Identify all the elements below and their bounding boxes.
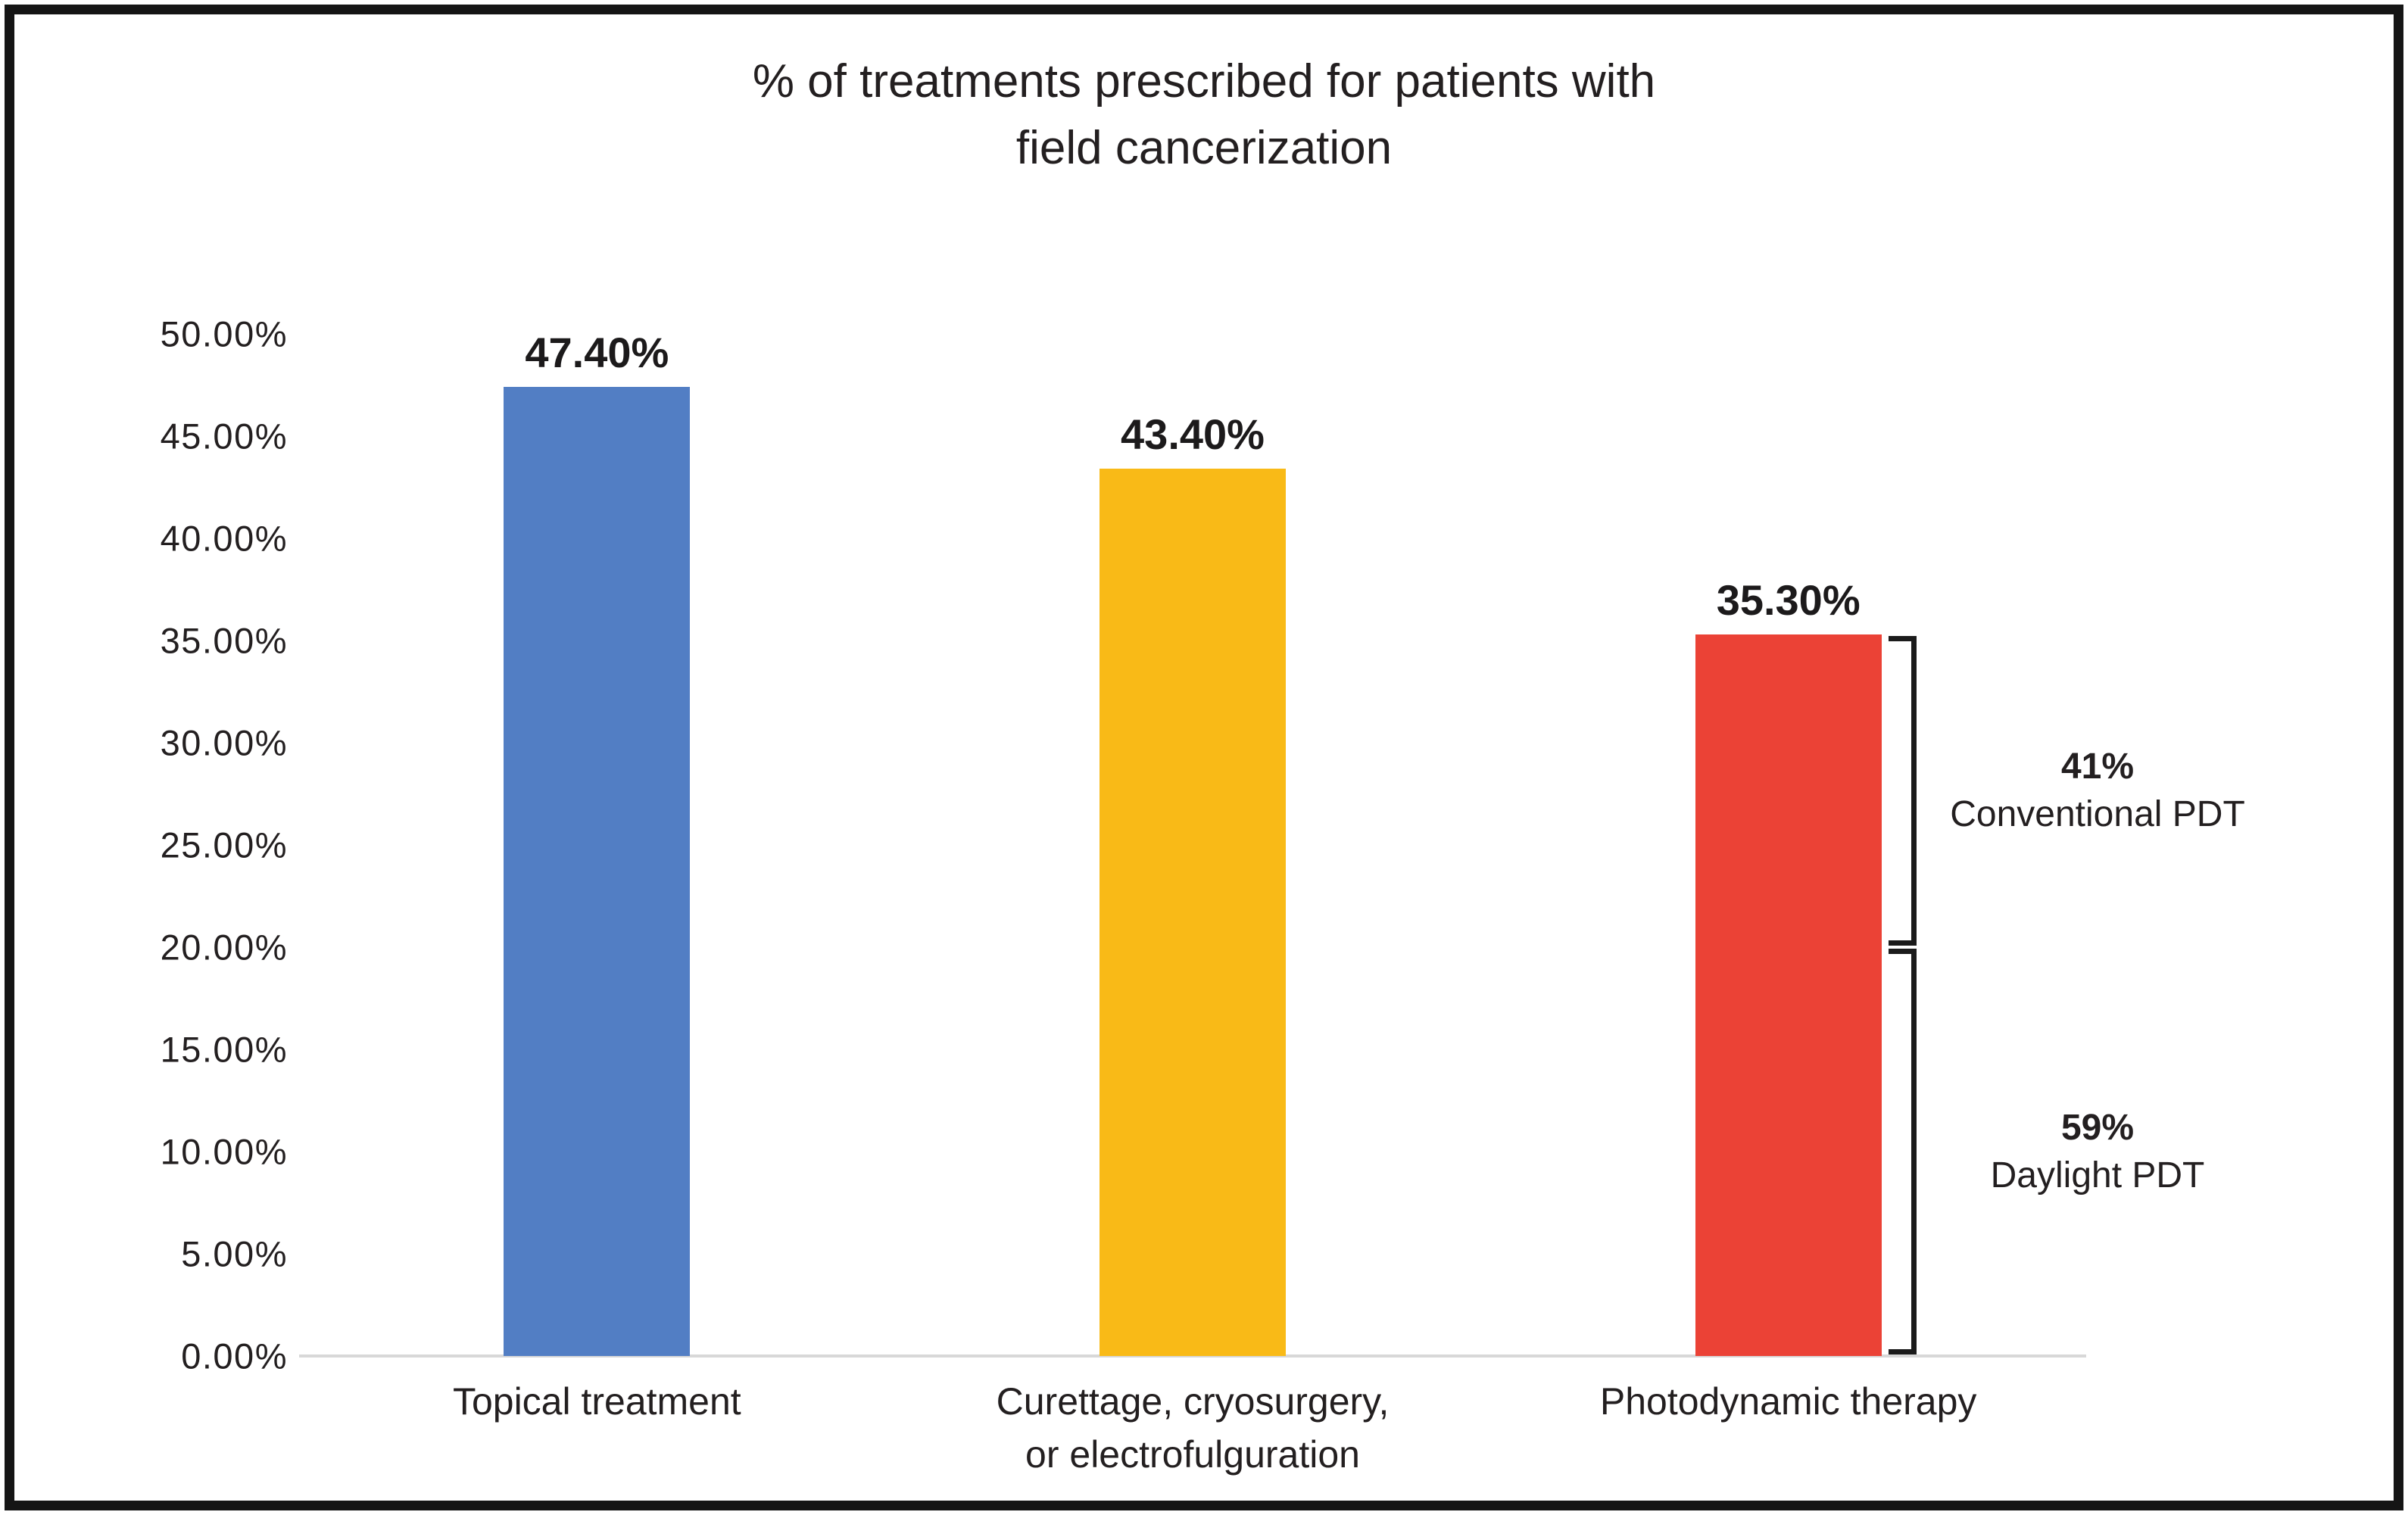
y-axis-tick-label: 20.00% — [160, 927, 288, 968]
y-axis-tick-label: 40.00% — [160, 518, 288, 559]
chart-title: % of treatments prescribed for patients … — [0, 48, 2408, 182]
annotation-percent: 41% — [2060, 747, 2135, 787]
x-axis-category-label: Photodynamic therapy — [1501, 1375, 2076, 1428]
bar-curettage-cryosurgery — [1100, 469, 1286, 1356]
y-axis-tick-label: 35.00% — [160, 620, 288, 661]
bracket-daylight-pdt — [1889, 949, 1917, 1354]
annotation-label: Daylight PDT — [1990, 1155, 2205, 1195]
y-axis-tick-label: 50.00% — [160, 313, 288, 354]
annotation-conventional-pdt: 41% Conventional PDT — [1923, 743, 2272, 838]
annotation-percent: 59% — [2060, 1108, 2135, 1148]
bar-topical-treatment — [504, 387, 691, 1356]
category-label-line-1: Curettage, cryosurgery, — [996, 1380, 1390, 1423]
x-axis-line — [299, 1354, 2086, 1358]
x-axis-category-label: Curettage, cryosurgery, or electrofulgur… — [905, 1375, 1480, 1481]
y-axis-tick-label: 45.00% — [160, 416, 288, 457]
chart-title-line-1: % of treatments prescribed for patients … — [752, 55, 1656, 108]
chart-title-line-2: field cancerization — [1015, 122, 1393, 175]
category-label-line-1: Topical treatment — [452, 1380, 741, 1423]
bracket-conventional-pdt — [1889, 635, 1917, 946]
y-axis-tick-label: 15.00% — [160, 1029, 288, 1070]
bar-value-label: 47.40% — [525, 329, 669, 377]
y-axis-tick-label: 30.00% — [160, 722, 288, 763]
category-label-line-2: or electrofulguration — [1025, 1433, 1360, 1476]
y-axis-tick-label: 5.00% — [181, 1233, 288, 1274]
chart-frame-border — [5, 5, 2403, 1510]
x-axis-category-label: Topical treatment — [309, 1375, 884, 1428]
annotation-label: Conventional PDT — [1950, 794, 2245, 835]
bar-value-label: 35.30% — [1716, 575, 1861, 624]
y-axis-tick-label: 0.00% — [181, 1336, 288, 1376]
category-label-line-1: Photodynamic therapy — [1599, 1380, 1977, 1423]
y-axis-tick-label: 10.00% — [160, 1131, 288, 1172]
annotation-daylight-pdt: 59% Daylight PDT — [1923, 1104, 2272, 1199]
bar-value-label: 43.40% — [1121, 410, 1265, 459]
y-axis-tick-label: 25.00% — [160, 825, 288, 865]
bar-photodynamic-therapy — [1695, 634, 1882, 1356]
